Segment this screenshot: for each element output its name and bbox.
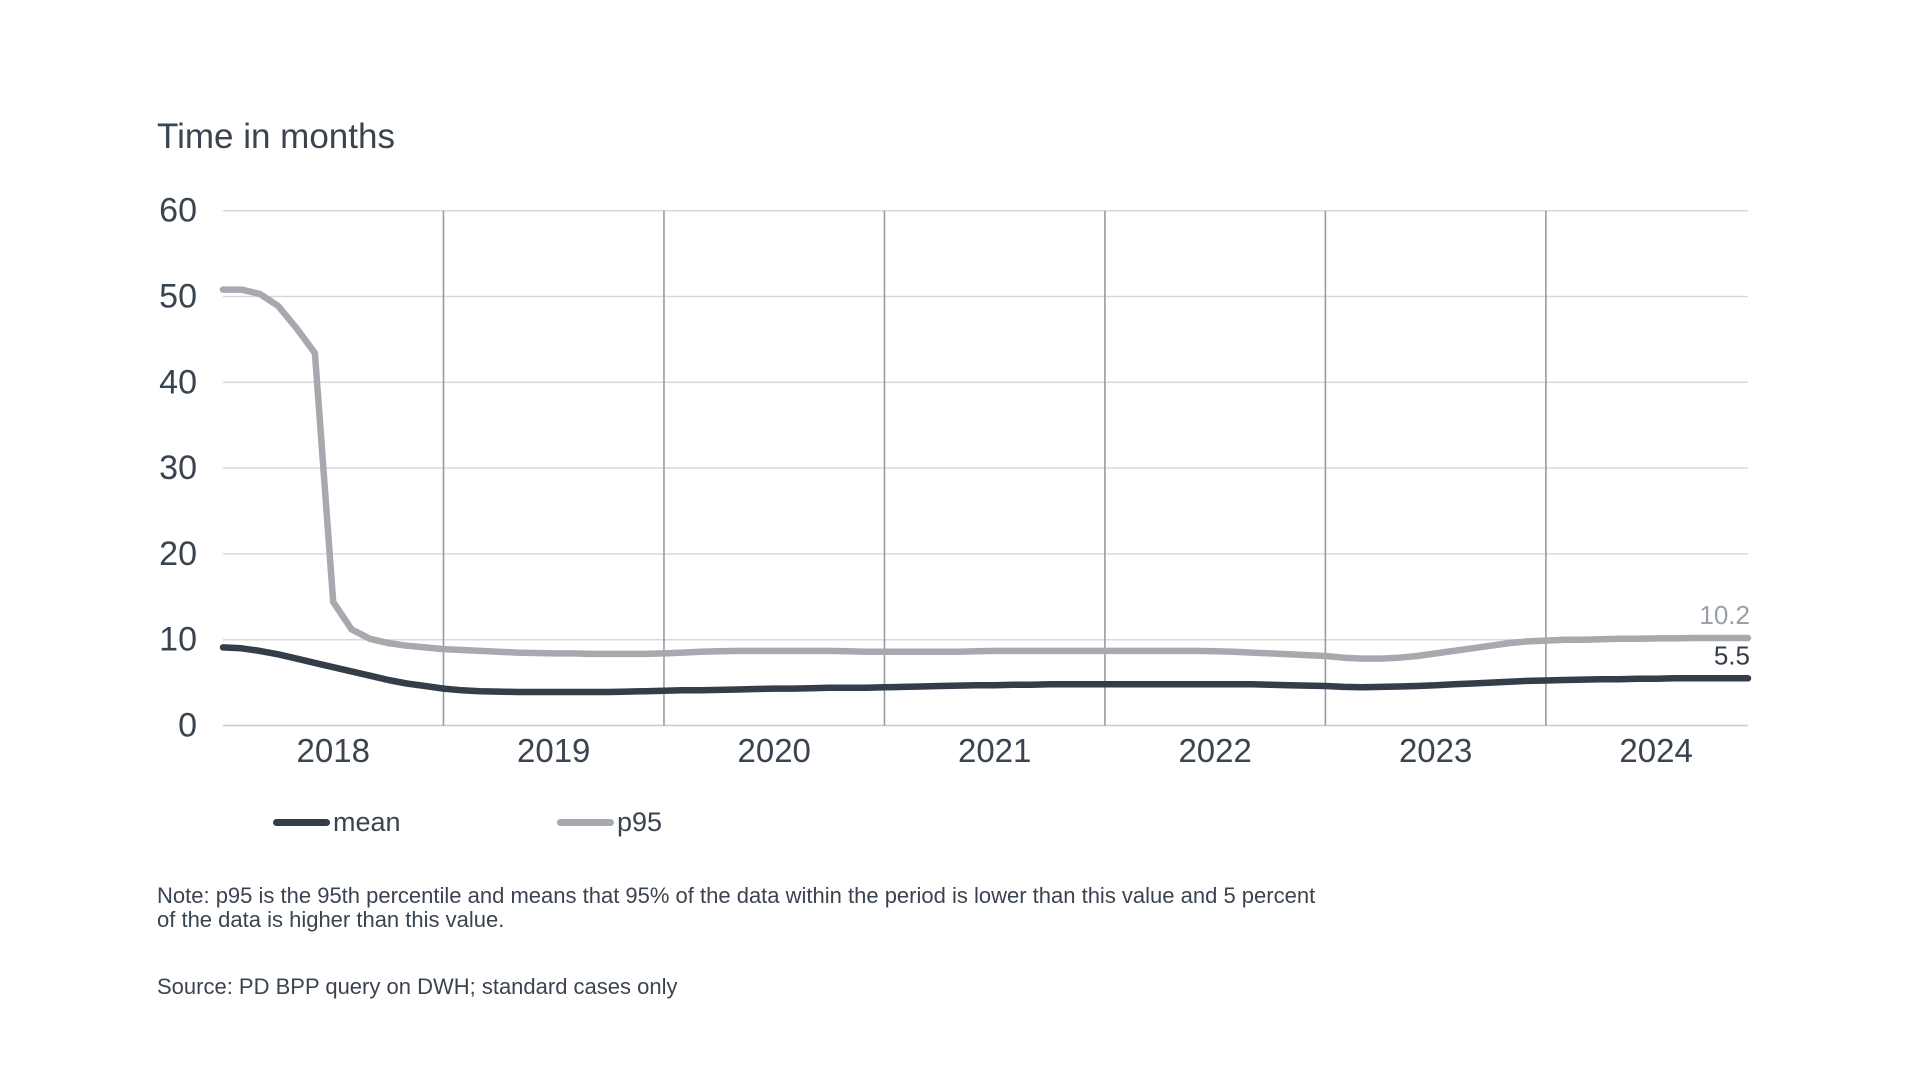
x-tick-label: 2022 (1178, 732, 1251, 769)
y-tick-label: 0 (178, 707, 197, 745)
mean-line (219, 644, 1752, 696)
y-tick-label: 10 (159, 621, 197, 659)
footnote-line-1: Note: p95 is the 95th percentile and mea… (157, 883, 1316, 908)
legend-item-mean: mean (273, 806, 401, 838)
p95-end-value-label: 10.2 (1699, 600, 1750, 630)
footnote-line-2: of the data is higher than this value. (157, 907, 505, 932)
legend-label-mean: mean (333, 806, 401, 837)
x-tick-label: 2019 (517, 732, 590, 769)
x-tick-label: 2018 (297, 732, 370, 769)
p95-line (219, 286, 1752, 662)
legend-item-p95: p95 (557, 806, 662, 838)
y-tick-label: 40 (159, 363, 197, 401)
chart-title: Time in months (157, 117, 395, 156)
footnote: Note: p95 is the 95th percentile and mea… (157, 884, 1315, 932)
y-tick-label: 50 (159, 278, 197, 316)
chart-legend: mean p95 (0, 806, 1920, 838)
y-tick-label: 60 (159, 192, 197, 230)
y-tick-label: 30 (159, 449, 197, 487)
mean-end-value-label: 5.5 (1714, 640, 1750, 670)
legend-label-p95: p95 (617, 806, 663, 837)
p95-line-swatch (557, 818, 614, 826)
source-note: Source: PD BPP query on DWH; standard ca… (157, 974, 678, 999)
x-tick-label: 2020 (737, 732, 810, 769)
x-tick-label: 2021 (958, 732, 1031, 769)
y-tick-label: 20 (159, 535, 197, 573)
x-tick-label: 2023 (1399, 732, 1472, 769)
x-tick-label: 2024 (1619, 732, 1692, 769)
mean-line-swatch (273, 818, 330, 826)
